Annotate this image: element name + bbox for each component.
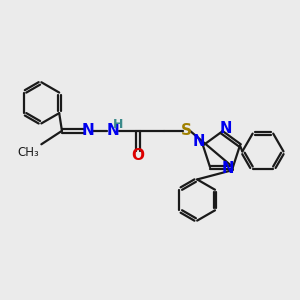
Text: N: N: [193, 134, 205, 149]
Text: CH₃: CH₃: [17, 146, 39, 159]
Text: N: N: [220, 121, 232, 136]
Text: N: N: [82, 123, 94, 138]
Text: N: N: [106, 123, 119, 138]
Text: N: N: [222, 161, 234, 176]
Text: O: O: [131, 148, 145, 163]
Text: S: S: [181, 123, 192, 138]
Text: H: H: [113, 118, 123, 131]
